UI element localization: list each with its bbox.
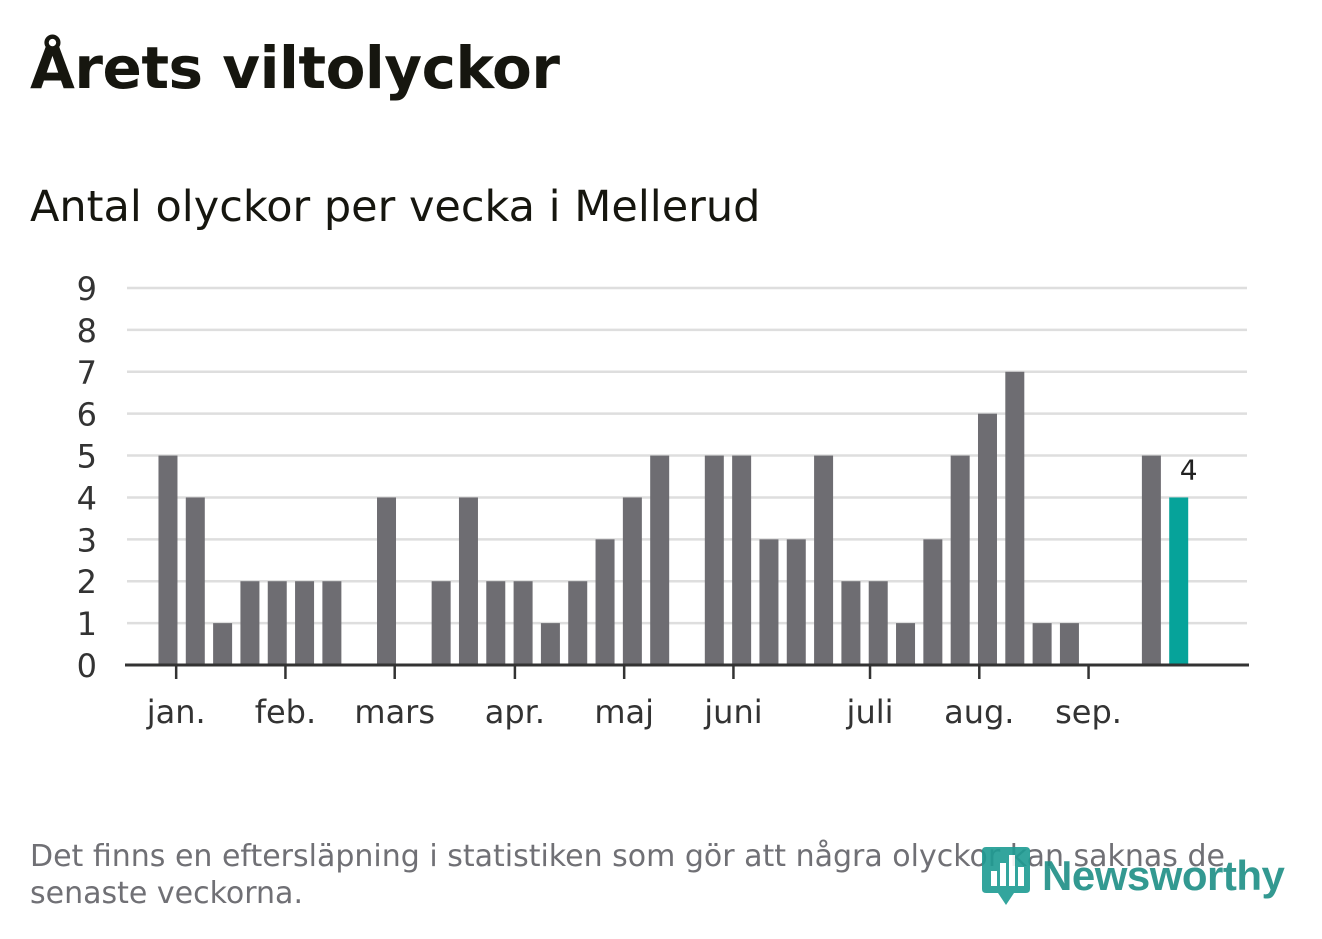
bar	[267, 581, 287, 665]
newsworthy-logo-text: Newsworthy	[1042, 852, 1285, 899]
bar	[185, 497, 205, 665]
y-tick-label: 7	[77, 354, 97, 392]
newsworthy-logo-icon	[982, 847, 1030, 905]
bar	[814, 455, 834, 665]
x-tick-label: juni	[703, 693, 762, 731]
bar	[322, 581, 342, 665]
chart-title: Årets viltolyckor	[30, 34, 560, 102]
x-tick-label: jan.	[146, 693, 206, 731]
x-tick-label: feb.	[255, 693, 316, 731]
x-tick-label: juli	[846, 693, 894, 731]
bar	[1141, 455, 1161, 665]
y-tick-label: 8	[77, 312, 97, 350]
bar	[1059, 623, 1079, 665]
chart-subtitle: Antal olyckor per vecka i Mellerud	[30, 182, 761, 232]
bar	[568, 581, 588, 665]
bar	[158, 455, 178, 665]
x-tick-label: apr.	[485, 693, 545, 731]
bar	[868, 581, 888, 665]
bar	[896, 623, 916, 665]
y-tick-label: 2	[77, 563, 97, 601]
bar-highlight	[1169, 497, 1189, 665]
bar	[513, 581, 533, 665]
bar	[240, 581, 260, 665]
bar	[650, 455, 670, 665]
x-tick-label: sep.	[1055, 693, 1122, 731]
bar	[295, 581, 315, 665]
bar	[841, 581, 861, 665]
bar	[622, 497, 642, 665]
bar	[1032, 623, 1052, 665]
bar	[950, 455, 970, 665]
x-tick-label: aug.	[944, 693, 1014, 731]
bar	[486, 581, 506, 665]
y-tick-label: 5	[77, 438, 97, 476]
bar	[595, 539, 615, 665]
bar	[213, 623, 233, 665]
x-tick-label: mars	[354, 693, 435, 731]
y-tick-label: 1	[77, 605, 97, 643]
bar	[704, 455, 724, 665]
y-tick-label: 9	[77, 270, 97, 308]
bar	[1005, 371, 1025, 665]
newsworthy-logo: Newsworthy	[980, 845, 1285, 907]
y-tick-label: 0	[77, 647, 97, 685]
y-tick-label: 4	[77, 479, 97, 517]
y-tick-label: 6	[77, 396, 97, 434]
highlight-value-label: 4	[1180, 453, 1198, 486]
bar	[458, 497, 478, 665]
bar	[540, 623, 560, 665]
y-tick-label: 3	[77, 521, 97, 559]
bar	[977, 413, 997, 665]
bar	[759, 539, 779, 665]
bar	[377, 497, 397, 665]
x-tick-label: maj	[594, 693, 654, 731]
bar	[923, 539, 943, 665]
bar	[431, 581, 451, 665]
bar	[732, 455, 752, 665]
bar	[786, 539, 806, 665]
